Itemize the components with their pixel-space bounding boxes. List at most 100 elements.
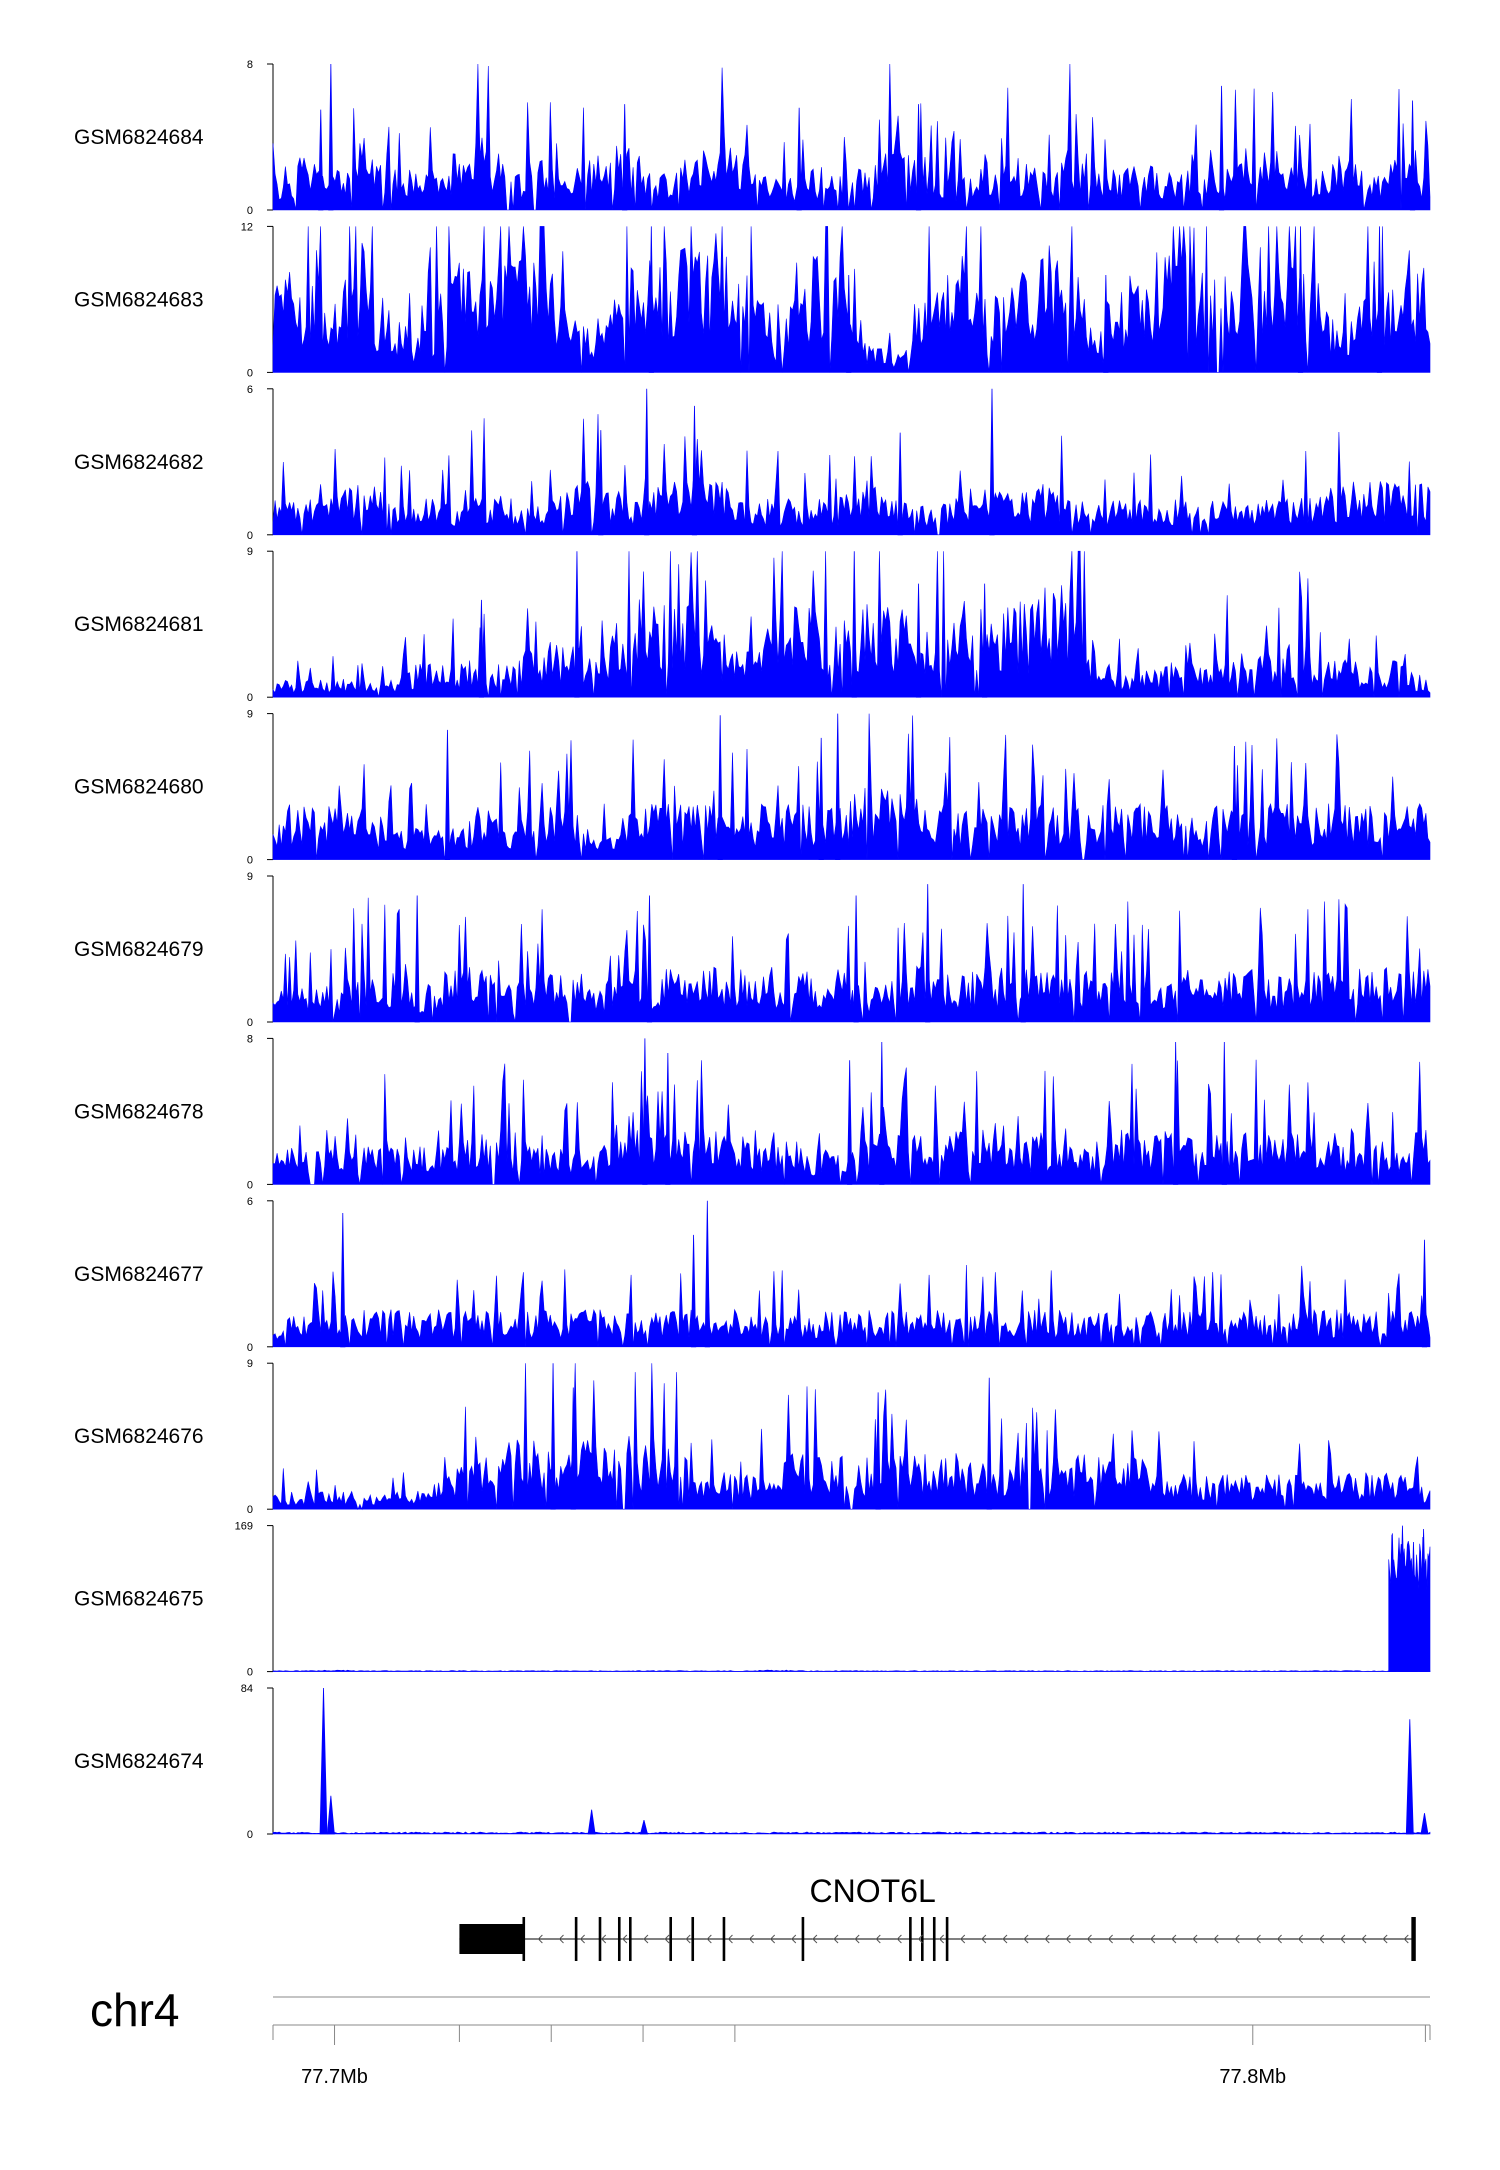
gene-exon bbox=[945, 1917, 949, 1961]
coverage-peak bbox=[835, 713, 841, 860]
gene-track: CNOT6L bbox=[459, 1873, 1416, 1961]
strand-arrow bbox=[960, 1934, 966, 1944]
coverage-peak bbox=[639, 1820, 648, 1835]
axis-tick-label: 77.7Mb bbox=[301, 2066, 368, 2088]
track-label: GSM6824677 bbox=[74, 1263, 204, 1286]
track-label: GSM6824674 bbox=[74, 1750, 204, 1773]
strand-arrow bbox=[1171, 1934, 1177, 1944]
y-tick-label-max: 9 bbox=[247, 546, 253, 558]
gene-exon bbox=[722, 1917, 726, 1961]
track-GSM6824684: GSM6824684 8 0 bbox=[74, 59, 1431, 217]
strand-arrow bbox=[1255, 1934, 1261, 1944]
strand-arrow bbox=[1319, 1934, 1325, 1944]
coverage-peak bbox=[574, 551, 580, 698]
y-tick-label-max: 84 bbox=[241, 1683, 253, 1695]
y-tick-label-max: 9 bbox=[247, 871, 253, 883]
track-GSM6824680: GSM6824680 9 0 bbox=[74, 709, 1431, 867]
coverage-peak bbox=[1221, 1042, 1227, 1185]
coverage-peak bbox=[318, 109, 324, 211]
gene-exon bbox=[574, 1917, 578, 1961]
track-GSM6824675: GSM6824675 169 0 bbox=[74, 1521, 1431, 1679]
y-tick-label-min: 0 bbox=[247, 1017, 253, 1029]
coverage-peak bbox=[1231, 746, 1238, 860]
coverage-peak bbox=[846, 275, 852, 373]
strand-arrow bbox=[685, 1934, 691, 1944]
gene-exon bbox=[669, 1917, 673, 1961]
coverage-peak bbox=[665, 1052, 671, 1185]
strand-arrow bbox=[601, 1934, 607, 1944]
coverage-peak bbox=[1173, 1042, 1179, 1185]
y-tick-label-max: 8 bbox=[247, 1033, 253, 1045]
strand-arrow bbox=[1192, 1934, 1198, 1944]
coverage-peak bbox=[319, 1687, 328, 1835]
track-label: GSM6824678 bbox=[74, 1100, 204, 1123]
coverage-peak bbox=[478, 599, 485, 698]
y-tick-label-min: 0 bbox=[247, 367, 253, 379]
gene-exon bbox=[598, 1917, 602, 1961]
track-label: GSM6824676 bbox=[74, 1425, 204, 1448]
signal-tracks: GSM682468480GSM6824683120GSM682468260GSM… bbox=[74, 59, 1431, 1841]
coverage-peak bbox=[598, 430, 604, 536]
coverage-peak-block bbox=[1388, 1534, 1431, 1672]
gene-exon bbox=[629, 1917, 632, 1961]
coverage-peak bbox=[691, 405, 698, 536]
track-label: GSM6824675 bbox=[74, 1588, 204, 1611]
track-label: GSM6824680 bbox=[74, 776, 204, 799]
gene-utr-block bbox=[459, 1924, 524, 1954]
track-GSM6824681: GSM6824681 9 0 bbox=[74, 546, 1431, 704]
genome-axis: chr4 77.7Mb 77.8Mb bbox=[90, 1984, 1431, 2088]
y-tick-label-min: 0 bbox=[247, 1829, 253, 1841]
strand-arrow bbox=[727, 1934, 733, 1944]
coverage-peak bbox=[989, 388, 995, 536]
coverage-peak bbox=[704, 1200, 710, 1348]
y-tick-label-min: 0 bbox=[247, 692, 253, 704]
coverage-peak bbox=[915, 583, 922, 698]
coverage-area bbox=[272, 1669, 1431, 1672]
strand-arrow bbox=[1382, 1934, 1388, 1944]
coverage-area bbox=[272, 897, 1431, 1023]
coverage-peak bbox=[915, 104, 922, 211]
coverage-peak bbox=[1103, 275, 1109, 373]
coverage-area bbox=[272, 414, 1431, 536]
coverage-area bbox=[272, 226, 1431, 373]
strand-arrow bbox=[769, 1934, 776, 1944]
coverage-peak bbox=[853, 895, 859, 1023]
strand-arrow bbox=[748, 1934, 754, 1944]
coverage-peak bbox=[1409, 100, 1416, 211]
gene-exon bbox=[1411, 1917, 1414, 1961]
coverage-peak bbox=[796, 107, 802, 211]
coverage-area bbox=[272, 1059, 1431, 1185]
coverage-peak bbox=[570, 1387, 576, 1510]
coverage-peak bbox=[646, 895, 653, 1023]
strand-arrow bbox=[1213, 1934, 1219, 1944]
y-tick-label-max: 8 bbox=[247, 59, 253, 71]
coverage-peak bbox=[690, 1234, 697, 1348]
gene-exon bbox=[522, 1917, 526, 1961]
strand-arrow bbox=[1361, 1934, 1367, 1944]
strand-arrow bbox=[558, 1934, 564, 1944]
strand-arrow bbox=[1297, 1934, 1304, 1944]
strand-arrow bbox=[1150, 1934, 1156, 1944]
track-GSM6824683: GSM6824683 12 0 bbox=[74, 221, 1431, 379]
coverage-area bbox=[272, 1264, 1431, 1348]
strand-arrow bbox=[854, 1934, 860, 1944]
y-tick-label-max: 12 bbox=[241, 221, 253, 233]
strand-arrow bbox=[664, 1934, 670, 1944]
gene-exon bbox=[801, 1917, 805, 1961]
coverage-peak bbox=[897, 432, 903, 536]
track-label: GSM6824682 bbox=[74, 451, 204, 474]
strand-arrow bbox=[1002, 1934, 1008, 1944]
track-label: GSM6824679 bbox=[74, 938, 204, 961]
gene-exon bbox=[1413, 1917, 1416, 1961]
coverage-peak bbox=[1376, 226, 1383, 373]
track-label: GSM6824684 bbox=[74, 126, 204, 149]
strand-arrow bbox=[1107, 1934, 1113, 1944]
axis-tick-label: 77.8Mb bbox=[1219, 2066, 1286, 2088]
track-GSM6824677: GSM6824677 6 0 bbox=[74, 1196, 1431, 1354]
coverage-area bbox=[272, 550, 1431, 698]
coverage-peak bbox=[818, 737, 824, 860]
coverage-peak bbox=[414, 895, 420, 1023]
strand-arrow bbox=[537, 1934, 543, 1944]
track-GSM6824682: GSM6824682 6 0 bbox=[74, 384, 1431, 542]
